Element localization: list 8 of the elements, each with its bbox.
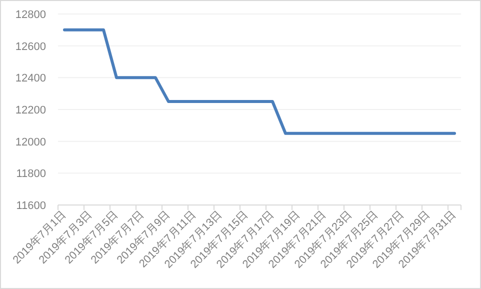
y-tick-label: 12600 [15, 40, 46, 53]
y-tick-label: 11800 [16, 168, 46, 180]
y-tick-label: 12400 [15, 72, 46, 85]
y-tick-label: 12000 [15, 136, 46, 148]
y-tick-label: 11600 [16, 200, 46, 212]
y-tick-label: 12800 [15, 9, 46, 21]
line-series [63, 28, 456, 135]
y-tick-label: 12200 [15, 104, 46, 116]
